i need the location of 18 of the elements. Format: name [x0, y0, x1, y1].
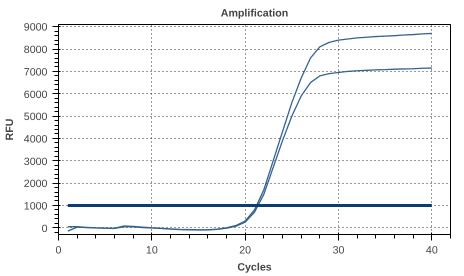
y-tick-label: 3000 [24, 156, 48, 168]
x-tick-label: 20 [239, 244, 252, 256]
y-axis-title: RFU [4, 118, 16, 140]
chart-title: Amplification [220, 8, 288, 20]
x-tick-label: 10 [146, 244, 158, 256]
y-tick-label: 7000 [24, 66, 48, 78]
x-axis-title: Cycles [237, 262, 272, 274]
y-tick-label: 8000 [24, 44, 48, 56]
x-tick-label: 40 [426, 244, 438, 256]
y-tick-label: 9000 [24, 22, 48, 34]
x-tick-label: 0 [56, 244, 62, 256]
y-tick-label: 0 [42, 222, 48, 235]
y-tick-label: 5000 [24, 111, 48, 124]
y-tick-label: 2000 [24, 178, 48, 190]
y-tick-label: 6000 [24, 88, 48, 101]
x-tick-label: 30 [332, 244, 344, 256]
y-tick-label: 1000 [24, 200, 48, 212]
y-tick-label: 4000 [24, 133, 48, 146]
